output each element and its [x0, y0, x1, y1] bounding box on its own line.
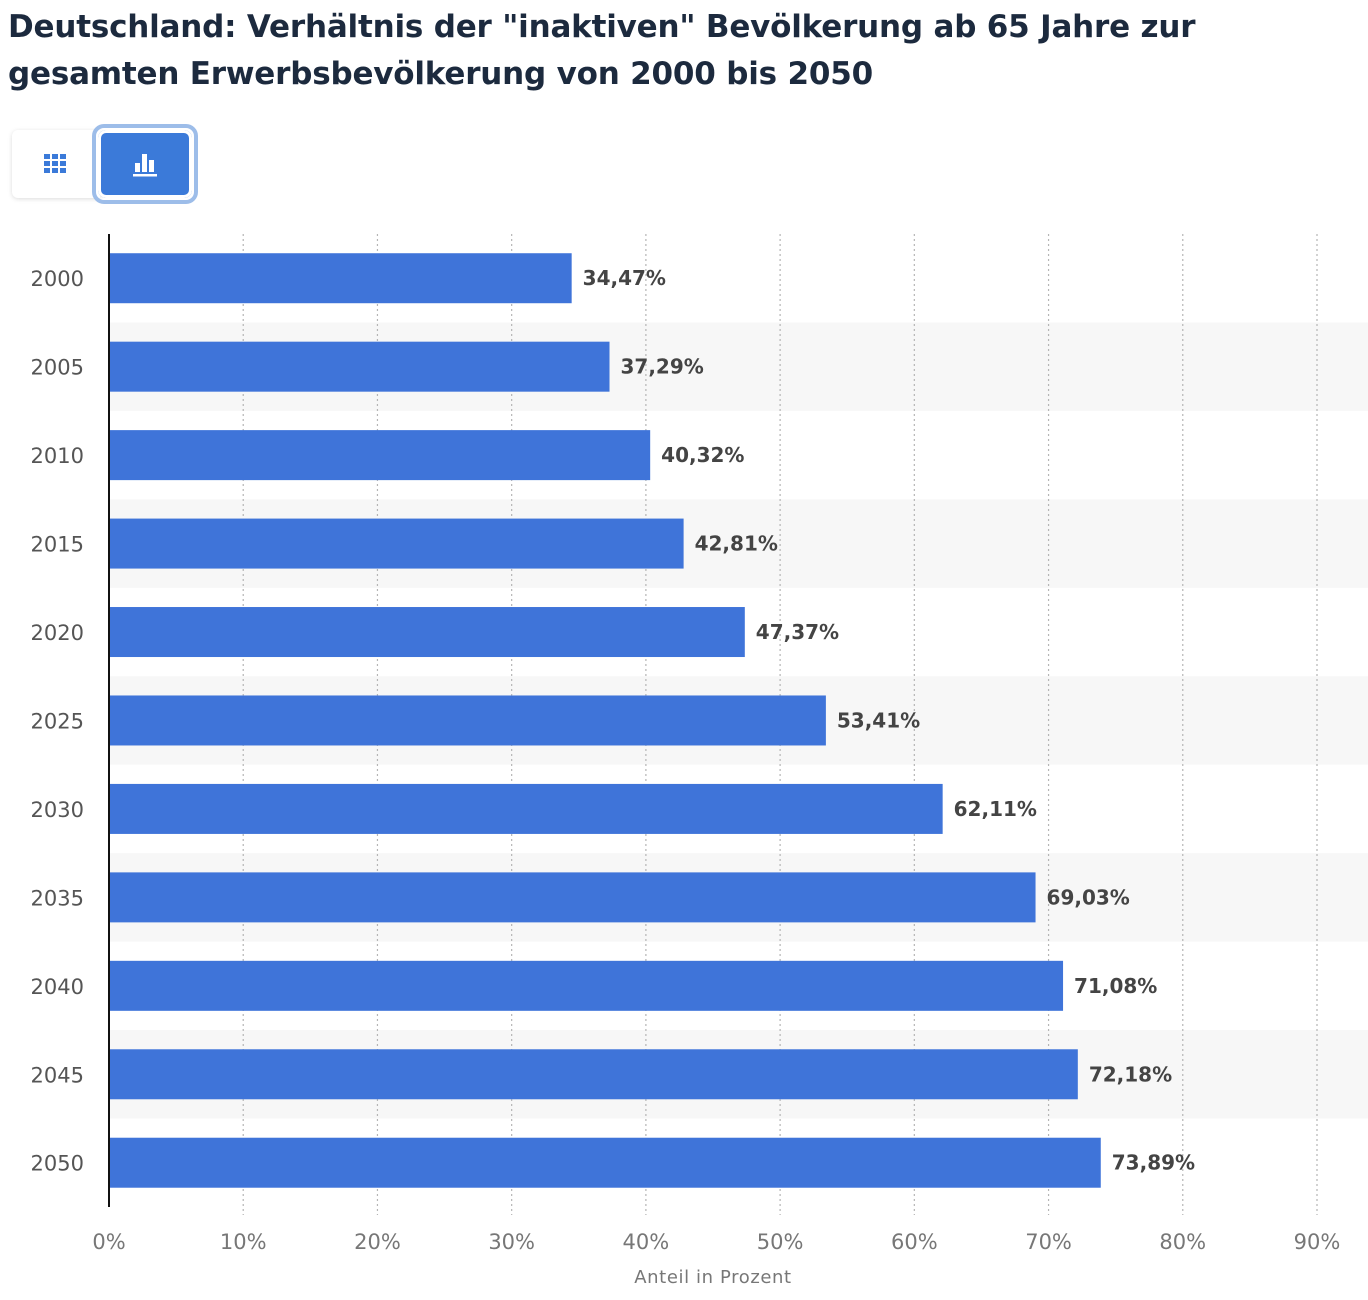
chart-view-button[interactable] — [92, 124, 198, 204]
bar[interactable] — [109, 872, 1036, 923]
x-tick-label: 30% — [488, 1230, 535, 1254]
x-tick-label: 10% — [220, 1230, 267, 1254]
y-category-label: 2030 — [31, 798, 84, 822]
y-category-label: 2000 — [31, 267, 84, 291]
x-tick-label: 70% — [1025, 1230, 1072, 1254]
table-view-button[interactable] — [12, 130, 100, 198]
x-tick-label: 60% — [891, 1230, 938, 1254]
y-category-label: 2045 — [31, 1063, 84, 1087]
bar[interactable] — [109, 430, 651, 481]
bar-value-label: 53,41% — [837, 708, 920, 732]
y-category-label: 2005 — [31, 356, 84, 380]
y-category-label: 2035 — [31, 886, 84, 910]
bar-value-label: 69,03% — [1047, 885, 1130, 909]
chart-title: Deutschland: Verhältnis der "inaktiven" … — [8, 9, 1196, 92]
x-tick-label: 40% — [623, 1230, 670, 1254]
bar-value-label: 42,81% — [695, 532, 778, 556]
y-category-label: 2050 — [31, 1152, 84, 1176]
x-tick-label: 50% — [757, 1230, 804, 1254]
y-category-label: 2025 — [31, 709, 84, 733]
bar-value-label: 37,29% — [621, 355, 704, 379]
view-toggle — [12, 124, 198, 204]
category-labels: 2000 2005 2010 2015 2020 2025 2030 2035 2040 2045… — [31, 267, 84, 1176]
x-tick-label: 90% — [1294, 1230, 1341, 1254]
bar-value-label: 73,89% — [1112, 1151, 1195, 1175]
bar-value-label: 71,08% — [1074, 974, 1157, 998]
bar[interactable] — [109, 960, 1064, 1011]
bar-value-label: 62,11% — [954, 797, 1037, 821]
x-tick-labels: 0% 10% 20% 30% 40% 50% 60% 70% 80% 90% — [92, 1230, 1340, 1254]
bar[interactable] — [109, 1049, 1078, 1100]
bar-value-label: 34,47% — [583, 266, 666, 290]
bar[interactable] — [109, 341, 610, 392]
x-tick-label: 20% — [354, 1230, 401, 1254]
y-category-label: 2040 — [31, 975, 84, 999]
y-category-label: 2010 — [31, 444, 84, 468]
value-labels: 34,47% 37,29% 40,32% 42,81% 47,37% 53,41% 62,1… — [583, 266, 1195, 1175]
bar-value-label: 47,37% — [756, 620, 839, 644]
bar[interactable] — [109, 695, 826, 746]
bar[interactable] — [109, 518, 684, 569]
bar[interactable] — [109, 783, 943, 834]
grid-table-icon — [44, 154, 66, 173]
y-category-label: 2020 — [31, 621, 84, 645]
bars — [109, 253, 1101, 1188]
x-tick-label: 80% — [1159, 1230, 1206, 1254]
bar-value-label: 72,18% — [1089, 1062, 1172, 1086]
bar-value-label: 40,32% — [661, 443, 744, 467]
bar[interactable] — [109, 607, 745, 658]
y-category-label: 2015 — [31, 533, 84, 557]
bar[interactable] — [109, 253, 572, 304]
x-axis-title: Anteil in Prozent — [634, 1267, 791, 1288]
x-tick-label: 0% — [92, 1230, 125, 1254]
bar[interactable] — [109, 1137, 1101, 1188]
